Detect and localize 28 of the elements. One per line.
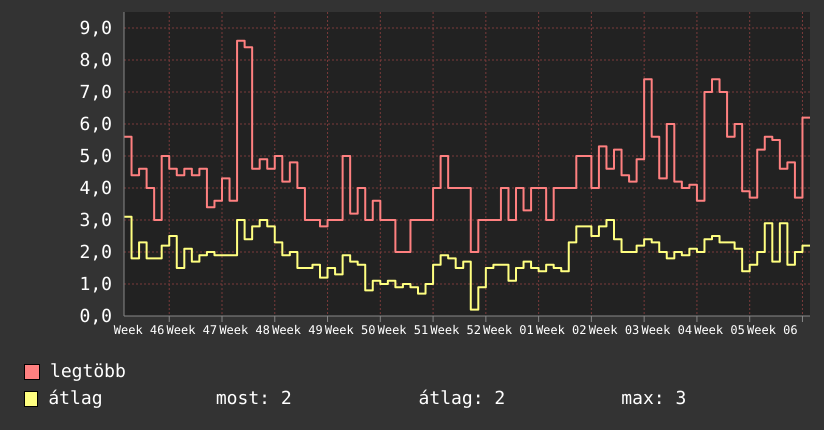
- x-tick-label: Week 03: [588, 323, 640, 337]
- x-tick-label: Week 04: [641, 323, 692, 337]
- x-tick-label: Week 48: [219, 323, 270, 337]
- y-tick-label: 7,0: [79, 82, 112, 103]
- y-tick-label: 0,0: [79, 306, 112, 327]
- x-tick-label: Week 46: [114, 323, 164, 337]
- x-tick-label: Week 05: [694, 323, 745, 337]
- y-tick-label: 2,0: [79, 242, 112, 263]
- x-tick-label: Week 51: [378, 323, 428, 337]
- x-tick-label: Week 06: [747, 323, 798, 337]
- y-tick-label: 1,0: [79, 274, 112, 295]
- legend-label: legtöbb: [50, 361, 127, 382]
- y-tick-label: 3,0: [79, 210, 112, 231]
- y-tick-label: 5,0: [79, 146, 112, 167]
- y-tick-label: 6,0: [79, 114, 112, 135]
- x-tick-label: Week 47: [166, 323, 218, 337]
- x-tick-label: Week 52: [430, 323, 481, 337]
- text: átlag: 2: [418, 388, 506, 409]
- y-tick-label: 9,0: [79, 18, 112, 39]
- x-tick-label: Week 01: [483, 323, 534, 337]
- x-tick-label: Week 02: [536, 323, 587, 337]
- y-tick-label: 4,0: [79, 178, 112, 199]
- y-tick-label: 8,0: [79, 50, 112, 71]
- text: max: 3: [621, 388, 688, 409]
- legend-label: átlag: [48, 388, 104, 409]
- text: most: 2: [216, 388, 293, 409]
- x-tick-label: Week 50: [324, 323, 376, 337]
- x-tick-label: Week 49: [272, 323, 323, 337]
